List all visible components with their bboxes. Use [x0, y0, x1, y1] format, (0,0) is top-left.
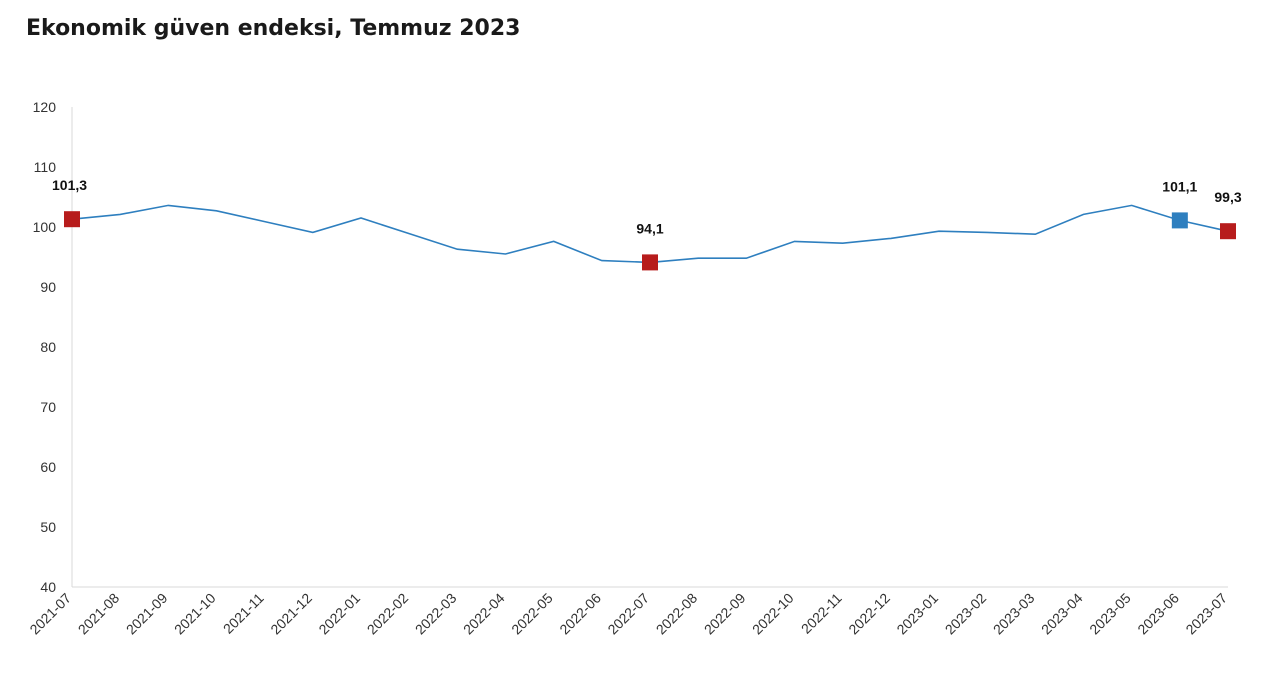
- y-tick-label: 50: [40, 519, 56, 535]
- chart-title: Ekonomik güven endeksi, Temmuz 2023: [26, 16, 521, 41]
- x-tick-label: 2022-12: [845, 590, 893, 638]
- y-tick-label: 60: [40, 459, 56, 475]
- data-label: 94,1: [636, 220, 663, 236]
- x-tick-label: 2021-08: [75, 590, 123, 638]
- x-tick-label: 2021-11: [220, 590, 267, 637]
- data-marker: [64, 211, 80, 228]
- markers-group: 101,3 94,1 101,1 99,3: [52, 177, 1242, 271]
- x-tick-label: 2023-04: [1038, 590, 1086, 638]
- x-tick-label: 2023-07: [1182, 590, 1230, 638]
- y-axis-ticks: 40 50 60 70 80 90 100 110 120: [33, 99, 57, 595]
- y-tick-label: 120: [33, 99, 57, 115]
- x-tick-label: 2021-07: [26, 590, 74, 638]
- x-tick-label: 2022-06: [556, 590, 604, 638]
- x-tick-label: 2022-05: [508, 590, 556, 638]
- x-tick-label: 2022-03: [412, 590, 460, 638]
- x-tick-label: 2023-01: [893, 590, 941, 638]
- data-marker: [642, 254, 658, 271]
- x-tick-label: 2023-02: [942, 590, 990, 638]
- x-tick-label: 2023-03: [990, 590, 1038, 638]
- y-tick-label: 100: [33, 219, 57, 235]
- data-marker: [1220, 223, 1236, 240]
- y-tick-label: 70: [40, 399, 56, 415]
- axes: [71, 107, 1228, 588]
- x-tick-label: 2022-04: [460, 590, 508, 638]
- data-label: 101,3: [52, 177, 87, 193]
- x-tick-label: 2023-06: [1134, 590, 1182, 638]
- x-tick-label: 2021-12: [267, 590, 315, 638]
- x-tick-label: 2021-10: [171, 590, 219, 638]
- x-tick-label: 2022-09: [701, 590, 749, 638]
- x-tick-label: 2022-01: [315, 590, 363, 638]
- y-tick-label: 110: [34, 159, 57, 175]
- y-tick-label: 40: [40, 579, 56, 595]
- x-tick-label: 2022-11: [798, 590, 845, 637]
- y-tick-label: 80: [40, 339, 56, 355]
- x-tick-label: 2022-07: [604, 590, 652, 638]
- y-tick-label: 90: [40, 279, 56, 295]
- x-tick-label: 2022-08: [653, 590, 701, 638]
- data-label: 101,1: [1162, 178, 1197, 194]
- x-tick-label: 2021-09: [123, 590, 171, 638]
- x-tick-label: 2023-05: [1086, 590, 1134, 638]
- data-marker: [1171, 212, 1188, 229]
- x-axis-ticks: 2021-07 2021-08 2021-09 2021-10 2021-11 2021-…: [26, 590, 1230, 638]
- x-tick-label: 2022-02: [364, 590, 412, 638]
- data-label: 99,3: [1214, 189, 1241, 205]
- x-tick-label: 2022-10: [749, 590, 797, 638]
